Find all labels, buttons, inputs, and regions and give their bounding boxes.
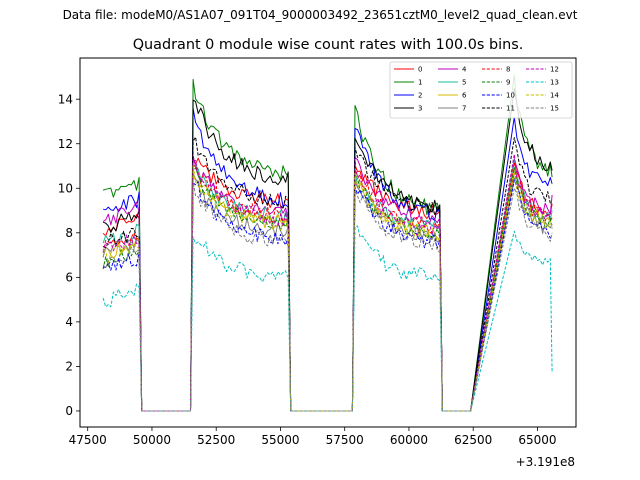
x-axis: 47500 50000 52500 55000 57500 60000 62500 65000 (69, 427, 557, 447)
series-line-10 (103, 179, 553, 412)
legend-label: 12 (550, 66, 559, 74)
chart-title: Quadrant 0 module wise count rates with … (133, 37, 524, 53)
series-line-4 (102, 155, 553, 412)
legend-label: 7 (462, 105, 466, 113)
x-tick-label: 62500 (454, 433, 492, 447)
y-tick-label: 6 (65, 271, 73, 285)
series-layer (102, 74, 553, 412)
series-line-3 (102, 87, 553, 412)
x-tick-label: 65000 (518, 433, 556, 447)
series-line-1 (102, 74, 553, 412)
legend-label: 2 (418, 92, 422, 100)
figure-suptitle: Data file: modeM0/AS1A07_091T04_90000034… (63, 8, 578, 22)
series-line-9 (102, 167, 553, 412)
series-line-5 (102, 159, 553, 412)
y-tick-label: 0 (65, 404, 73, 418)
series-line-6 (102, 167, 553, 412)
legend-label: 11 (506, 105, 515, 113)
series-line-7 (102, 173, 553, 412)
x-tick-label: 50000 (133, 433, 171, 447)
plot-frame (79, 57, 577, 428)
x-tick-label: 60000 (390, 433, 428, 447)
y-tick-label: 8 (65, 226, 73, 240)
series-line-2 (102, 107, 553, 412)
legend-label: 15 (550, 105, 559, 113)
legend-label: 5 (462, 79, 466, 87)
x-tick-label: 55000 (261, 433, 299, 447)
legend-label: 10 (506, 92, 515, 100)
legend-label: 8 (506, 66, 510, 74)
series-line-14 (102, 164, 553, 412)
series-line-12 (102, 153, 553, 412)
x-axis-offset-label: +3.191e8 (516, 455, 575, 469)
legend-frame (389, 61, 573, 119)
y-tick-label: 14 (58, 92, 73, 106)
y-tick-label: 2 (65, 360, 73, 374)
x-tick-label: 47500 (69, 433, 107, 447)
legend-label: 13 (550, 79, 559, 87)
series-line-15 (102, 180, 553, 412)
y-tick-label: 4 (65, 315, 73, 329)
series-line-0 (102, 157, 553, 412)
legend-label: 14 (550, 92, 559, 100)
y-tick-label: 12 (58, 137, 73, 151)
x-tick-label: 57500 (326, 433, 364, 447)
legend-label: 1 (418, 79, 422, 87)
x-tick-label: 52500 (197, 433, 235, 447)
legend-label: 0 (418, 66, 422, 74)
legend-label: 3 (418, 105, 422, 113)
series-line-8 (102, 159, 553, 412)
y-axis: 0 2 4 6 8 10 12 14 (58, 92, 80, 418)
series-line-11 (102, 136, 553, 412)
y-tick-label: 10 (58, 181, 73, 195)
legend-label: 9 (506, 79, 510, 87)
legend-label: 6 (462, 92, 467, 100)
legend-label: 4 (462, 66, 467, 74)
